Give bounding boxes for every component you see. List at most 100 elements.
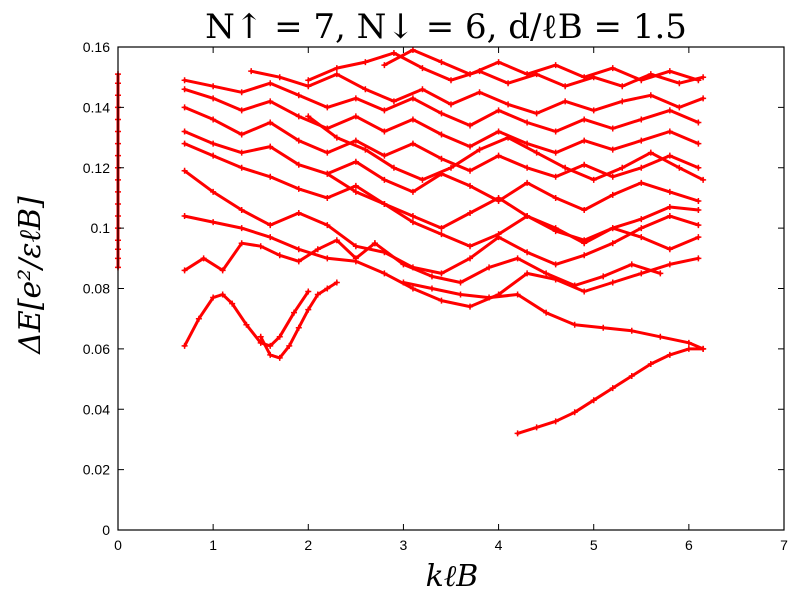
data-point [286,342,293,349]
data-point [324,222,331,229]
data-point [381,270,388,277]
data-point [552,261,559,268]
data-point [219,291,226,298]
data-point [695,164,702,171]
data-point [210,294,217,301]
series-line-4 [401,281,705,351]
series-line-10 [183,105,700,179]
data-point [352,182,359,189]
data-point [324,104,331,111]
x-tick-label: 4 [495,537,503,553]
data-point [524,140,531,147]
data-point [638,116,645,123]
data-point [419,86,426,93]
data-point [438,131,445,138]
data-point [352,137,359,144]
data-point [276,252,283,259]
x-axis-label: kℓB [426,559,479,593]
data-point [581,116,588,123]
data-point [324,170,331,177]
y-tick-label: 0.1 [91,220,111,236]
data-point [600,273,607,280]
data-point [695,222,702,229]
data-point [619,98,626,105]
data-point [448,77,454,84]
data-point [267,342,274,349]
data-point [448,164,454,171]
data-point [448,101,454,108]
data-point [276,333,283,340]
y-tick-label: 0.02 [83,462,110,478]
data-point [276,74,283,81]
data-point [409,285,416,292]
data-point [695,255,702,262]
data-point [562,98,569,105]
data-point [362,86,369,93]
data-point [267,351,274,358]
y-tick-label: 0.14 [83,99,110,115]
data-point [409,116,416,123]
data-point [638,216,645,223]
data-point [457,279,464,286]
data-point [457,291,464,298]
data-point [219,267,226,274]
data-point [666,188,673,195]
data-point [467,303,474,310]
data-point [562,83,569,90]
data-point [238,89,245,96]
data-point [638,234,645,241]
data-point [495,291,502,298]
data-point [267,222,274,229]
data-point [381,128,388,135]
data-point [210,95,217,102]
data-point [552,62,559,69]
data-point [409,213,416,220]
data-point [257,333,264,340]
data-point [324,149,331,156]
data-point [619,164,626,171]
x-tick-label: 3 [400,537,408,553]
data-point [495,107,502,114]
data-point [248,68,255,75]
data-point [390,50,397,57]
data-point [238,164,245,171]
data-point [467,167,474,174]
data-point [229,300,236,307]
data-point [333,237,340,244]
data-point [505,134,512,141]
data-point [243,321,250,328]
data-point [295,113,302,120]
data-point [685,339,692,346]
axes: 0 1 2 3 4 5 6 7 0 0.02 0.04 0.06 0.08 0.1 0.12 0.14 0.16 [83,39,788,553]
data-point [533,424,540,431]
data-point [419,65,426,72]
data-point [333,279,340,286]
data-point [495,59,502,66]
series-line-15 [382,48,700,82]
data-point [305,83,312,90]
data-point [505,101,512,108]
data-point [381,62,388,69]
data-point [647,92,654,99]
data-point [543,309,550,316]
series-line-3 [516,347,705,435]
data-point [181,342,188,349]
data-point [514,430,521,437]
data-point [291,309,298,316]
data-point [552,149,559,156]
data-point [647,360,654,367]
x-tick-label: 5 [590,537,598,553]
data-point [700,95,707,102]
data-point [666,203,673,210]
data-point [590,176,597,183]
data-point [609,385,616,392]
data-point [552,418,559,425]
data-point [295,246,302,253]
data-point [676,80,683,87]
y-tick-label: 0.06 [83,341,110,357]
series-line-14 [306,51,705,88]
data-point [467,71,474,78]
data-point [647,149,654,156]
data-point [467,143,474,150]
data-point [628,373,635,380]
